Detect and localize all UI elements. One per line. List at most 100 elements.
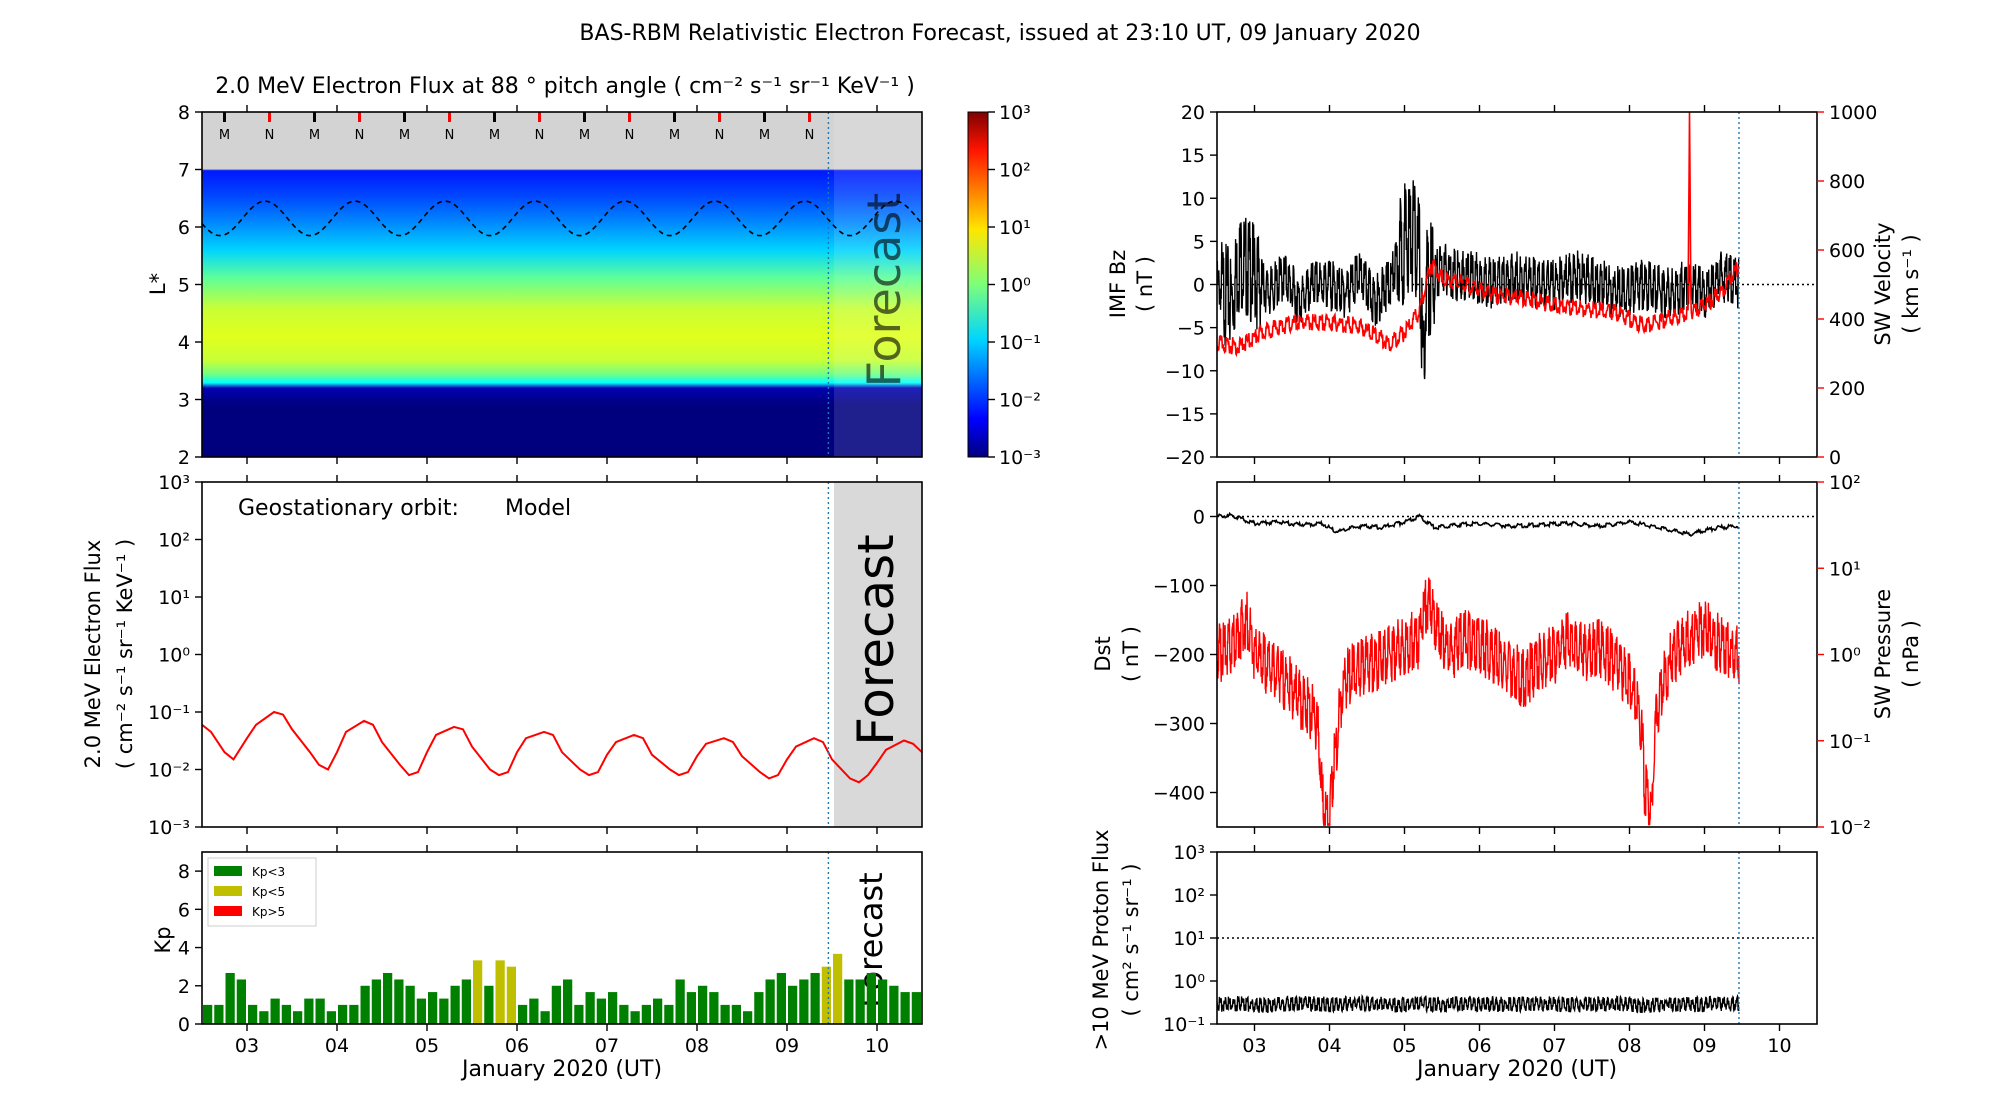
kp-bar xyxy=(304,998,314,1024)
proton-flux-panel: 10⁻¹ 10⁰ 10¹ 10² 10³ 03 04 05 06 07 08 09 10 >10 MeV… xyxy=(1089,829,1818,1082)
kp-xtick-label: 03 xyxy=(235,1035,259,1057)
mlt-marker-label: M xyxy=(579,128,590,143)
imf-ytick-label: 0 xyxy=(1193,275,1205,297)
kp-bar xyxy=(596,998,606,1024)
kp-bar xyxy=(821,966,831,1024)
kp-bar xyxy=(946,992,955,1024)
kp-bar xyxy=(911,992,921,1024)
geo-flux-panel: Forecast 10⁻³ 10⁻² 10⁻¹ 10⁰ 10¹ 10² 10³ Geosta… xyxy=(81,472,923,839)
lstar-ytick-label: 3 xyxy=(178,390,190,412)
kp-bar xyxy=(326,1011,336,1024)
lstar-flux-panel: 2.0 MeV Electron Flux at 88 ° pitch angl… xyxy=(146,74,923,469)
sw-velocity-line xyxy=(1217,112,1740,358)
mlt-marker-label: M xyxy=(669,128,680,143)
kp-bar xyxy=(743,1011,753,1024)
imf-ytick-label: 5 xyxy=(1193,231,1205,253)
kp-bar xyxy=(968,992,977,1024)
kp-bar xyxy=(923,992,932,1024)
flux-colorbar: 10⁻³ 10⁻² 10⁻¹ 10⁰ 10¹ 10² 10³ xyxy=(967,102,1041,469)
kp-bar xyxy=(428,992,438,1024)
imf-ytick-label: 10 xyxy=(1181,188,1205,210)
mlt-marker-label: M xyxy=(759,128,770,143)
geo-ytick-label: 10⁰ xyxy=(158,645,190,667)
kp-ytick-label: 8 xyxy=(178,861,190,883)
kp-bar xyxy=(248,1004,258,1024)
kp-bar xyxy=(293,1011,303,1024)
kp-bar xyxy=(788,985,798,1024)
mlt-marker-label: N xyxy=(805,128,815,143)
geo-annotation-label: Geostationary orbit: xyxy=(238,496,459,521)
geo-ylabel-line2: ( cm⁻² s⁻¹ sr⁻¹ KeV⁻¹ ) xyxy=(113,539,137,769)
kp-bar xyxy=(698,985,708,1024)
lstar-flux-title: 2.0 MeV Electron Flux at 88 ° pitch angl… xyxy=(215,74,915,99)
swv-ytick-label: 400 xyxy=(1829,309,1865,331)
imf-ytick-label: −15 xyxy=(1165,404,1205,426)
swv-ytick-label: 200 xyxy=(1829,378,1865,400)
kp-bar xyxy=(383,972,393,1024)
kp-bar xyxy=(551,985,561,1024)
kp-legend-swatch xyxy=(214,866,242,876)
kp-bar xyxy=(1013,992,1022,1024)
colorbar-gradient xyxy=(967,111,989,458)
proton-xtick-label: 07 xyxy=(1542,1035,1566,1057)
dst-line xyxy=(1217,511,1740,538)
proton-xtick-label: 10 xyxy=(1767,1035,1791,1057)
kp-bar xyxy=(686,992,696,1024)
imf-bz-line xyxy=(1217,180,1740,380)
kp-bar xyxy=(731,1004,741,1024)
kp-bar xyxy=(754,992,764,1024)
kp-bar xyxy=(585,992,595,1024)
colorbar-tick-label: 10¹ xyxy=(999,217,1031,239)
kp-bar xyxy=(518,1004,528,1024)
geo-ytick-label: 10⁻² xyxy=(148,760,190,782)
kp-legend-swatch xyxy=(214,886,242,896)
imf-ylabel-line1: IMF Bz xyxy=(1106,250,1130,319)
proton-ytick-label: 10⁰ xyxy=(1173,971,1205,993)
kp-bar xyxy=(1002,992,1011,1024)
swp-ytick-label: 10⁰ xyxy=(1829,645,1861,667)
dst-pressure-panel: −400 −300 −200 −100 0 10⁻² 10⁻¹ 10⁰ 10¹ 10² Dst (… xyxy=(1091,472,1923,839)
lstar-ytick-label: 6 xyxy=(178,217,190,239)
kp-bar xyxy=(934,992,943,1024)
swv-ylabel-line2: ( km s⁻¹ ) xyxy=(1899,234,1923,333)
geo-ytick-label: 10² xyxy=(158,530,190,552)
kp-bar xyxy=(574,1004,584,1024)
mlt-marker-label: N xyxy=(355,128,365,143)
kp-legend-label: Kp<5 xyxy=(252,885,285,899)
figure-title: BAS-RBM Relativistic Electron Forecast, … xyxy=(579,21,1420,46)
kp-bar xyxy=(473,960,483,1024)
geo-annotation-model: Model xyxy=(505,496,571,521)
lstar-forecast-region xyxy=(834,112,922,457)
mlt-marker-label: N xyxy=(715,128,725,143)
kp-xlabel: January 2020 (UT) xyxy=(460,1057,662,1082)
kp-legend: Kp<3 Kp<5 Kp>5 xyxy=(207,857,317,927)
geo-frame xyxy=(201,481,923,828)
kp-bar xyxy=(900,992,910,1024)
kp-bar xyxy=(1024,992,1033,1024)
kp-bar xyxy=(866,972,876,1024)
geo-ylabel-line1: 2.0 MeV Electron Flux xyxy=(81,540,105,769)
kp-bar xyxy=(495,960,505,1024)
kp-xtick-label: 07 xyxy=(595,1035,619,1057)
kp-ylabel: Kp xyxy=(151,926,175,953)
kp-bar xyxy=(259,1011,269,1024)
geo-lstar-dashed-line xyxy=(202,200,922,237)
kp-bar xyxy=(720,1004,730,1024)
kp-legend-label: Kp<3 xyxy=(252,865,285,879)
mlt-marker-label: N xyxy=(625,128,635,143)
lstar-forecast-watermark: Forecast xyxy=(857,193,911,388)
kp-bar xyxy=(957,992,966,1024)
kp-bar xyxy=(225,972,235,1024)
swp-ytick-label: 10⁻¹ xyxy=(1829,731,1871,753)
lstar-ytick-label: 7 xyxy=(178,160,190,182)
geo-ytick-label: 10¹ xyxy=(158,587,190,609)
proton-xtick-label: 06 xyxy=(1467,1035,1491,1057)
kp-bar xyxy=(371,979,381,1024)
mlt-marker-label: N xyxy=(265,128,275,143)
kp-frame xyxy=(201,851,923,1025)
geo-forecast-watermark: Forecast xyxy=(847,534,905,746)
swp-ytick-label: 10⁻² xyxy=(1829,817,1871,839)
mlt-marker-label: N xyxy=(535,128,545,143)
